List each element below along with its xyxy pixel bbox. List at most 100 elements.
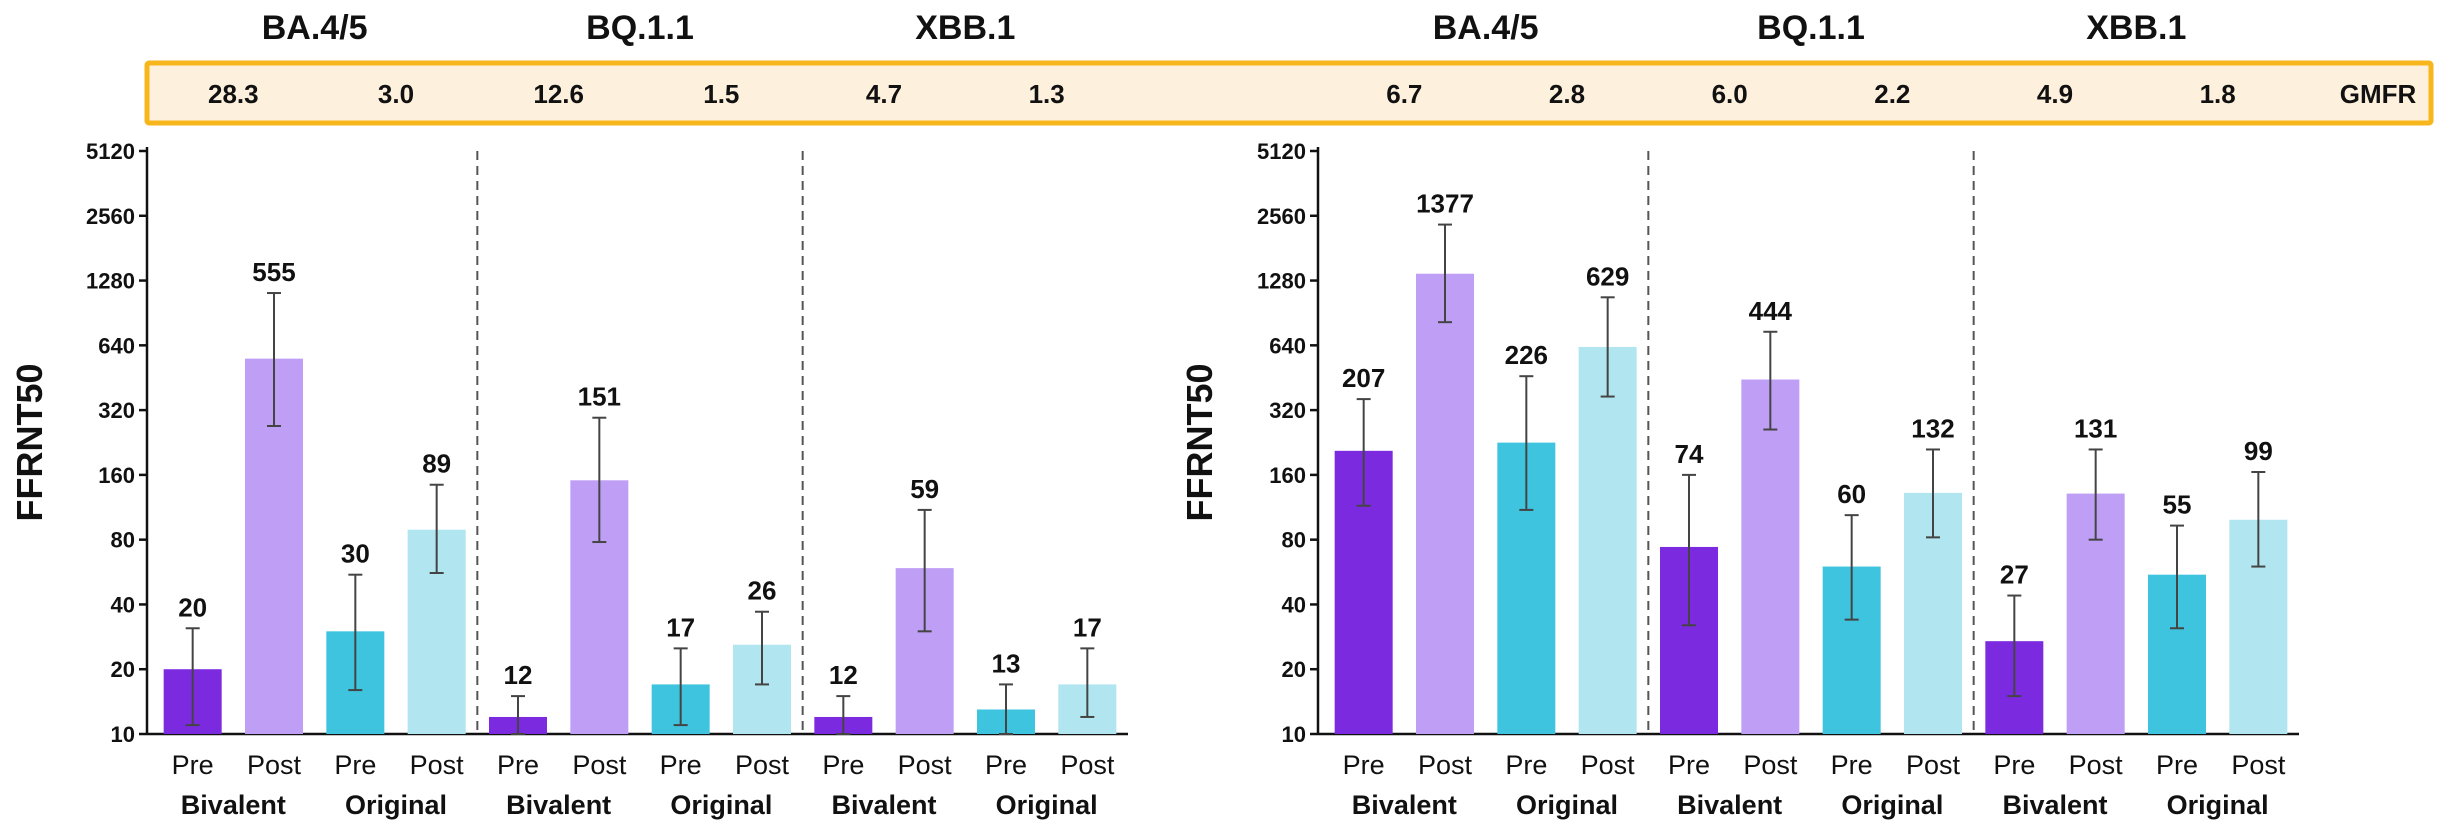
y-tick-label: 10 <box>1282 722 1306 747</box>
gmfr-value: 4.7 <box>866 79 902 109</box>
gmfr-value: 4.9 <box>2037 79 2073 109</box>
x-category-label: Pre <box>1343 750 1385 780</box>
bar-value-label: 27 <box>2000 560 2029 590</box>
x-category-label: Pre <box>822 750 864 780</box>
x-category-label: Pre <box>660 750 702 780</box>
bar-value-label: 132 <box>1911 413 1954 443</box>
bar-value-label: 17 <box>1073 612 1102 642</box>
gmfr-value: 2.2 <box>1874 79 1910 109</box>
gmfr-value: 6.0 <box>1712 79 1748 109</box>
y-tick-label: 320 <box>98 398 135 423</box>
x-category-label: Pre <box>334 750 376 780</box>
y-tick-label: 40 <box>1282 592 1306 617</box>
y-tick-label: 320 <box>1269 398 1306 423</box>
y-tick-label: 5120 <box>1257 139 1306 164</box>
x-category-label: Post <box>1060 750 1115 780</box>
variant-title: XBB.1 <box>915 9 1015 47</box>
bar-value-label: 60 <box>1837 479 1866 509</box>
gmfr-value: 1.8 <box>2200 79 2236 109</box>
x-category-label: Pre <box>2156 750 2198 780</box>
bar-bivalent-post <box>1741 379 1800 734</box>
variant-title: BQ.1.1 <box>586 9 694 47</box>
y-tick-label: 1280 <box>1257 269 1306 294</box>
y-tick-label: 5120 <box>86 139 135 164</box>
y-tick-label: 10 <box>111 722 135 747</box>
x-category-label: Post <box>1743 750 1798 780</box>
x-category-label: Post <box>2069 750 2124 780</box>
x-group-label: Bivalent <box>1677 790 1782 820</box>
x-category-label: Post <box>410 750 465 780</box>
x-group-label: Original <box>2167 790 2269 820</box>
y-tick-label: 20 <box>1282 657 1306 682</box>
y-tick-label: 160 <box>98 463 135 488</box>
x-category-label: Pre <box>497 750 539 780</box>
y-axis-title: FFRNT50 <box>1179 363 1220 521</box>
variant-title: XBB.1 <box>2086 9 2186 47</box>
bar-value-label: 74 <box>1675 439 1704 469</box>
bar-value-label: 89 <box>422 449 451 479</box>
y-tick-label: 1280 <box>86 269 135 294</box>
bar-value-label: 99 <box>2244 436 2273 466</box>
gmfr-label: GMFR <box>2340 79 2417 109</box>
y-tick-label: 2560 <box>86 204 135 229</box>
x-group-label: Bivalent <box>831 790 936 820</box>
y-tick-label: 640 <box>98 333 135 358</box>
gmfr-value: 1.3 <box>1029 79 1065 109</box>
bar-value-label: 555 <box>252 257 295 287</box>
x-category-label: Post <box>735 750 790 780</box>
bar-value-label: 30 <box>341 539 370 569</box>
y-tick-label: 40 <box>111 592 135 617</box>
bar-value-label: 444 <box>1749 296 1793 326</box>
left-chart-panel: 10 20 40 80 160 320 640 1280 2560 5120 FFRNT50 20 Pr… <box>9 139 1128 820</box>
x-category-label: Post <box>1906 750 1961 780</box>
variant-title-row: BA.4/5 BQ.1.1 XBB.1 BA.4/5 BQ.1.1 XBB.1 <box>262 9 2187 47</box>
x-category-label: Pre <box>985 750 1027 780</box>
x-category-label: Post <box>247 750 302 780</box>
gmfr-value: 6.7 <box>1386 79 1422 109</box>
bar-bivalent-post <box>1416 273 1474 734</box>
x-category-label: Post <box>572 750 627 780</box>
bar-value-label: 12 <box>504 660 533 690</box>
x-category-label: Post <box>2231 750 2286 780</box>
variant-title: BA.4/5 <box>262 9 368 47</box>
x-group-label: Original <box>345 790 447 820</box>
y-tick-label: 20 <box>111 657 135 682</box>
x-group-label: Original <box>996 790 1098 820</box>
bar-value-label: 20 <box>178 592 207 622</box>
gmfr-value: 12.6 <box>533 79 584 109</box>
right-chart-panel: 10 20 40 80 160 320 640 1280 2560 5120 FFRNT50 207 P… <box>1179 139 2299 820</box>
gmfr-banner <box>144 60 2434 126</box>
x-category-label: Pre <box>1505 750 1547 780</box>
bar-value-label: 12 <box>829 660 858 690</box>
bar-value-label: 59 <box>910 474 939 504</box>
bar-value-label: 55 <box>2163 490 2192 520</box>
bar-value-label: 131 <box>2074 413 2117 443</box>
y-tick-label: 640 <box>1269 333 1306 358</box>
y-tick-label: 2560 <box>1257 204 1306 229</box>
x-group-label: Bivalent <box>2002 790 2107 820</box>
variant-title: BA.4/5 <box>1433 9 1539 47</box>
gmfr-values-row: 28.3 3.0 12.6 1.5 4.7 1.3 6.7 2.8 6.0 2.2 4.9 1.8 <box>208 79 2236 109</box>
bar-value-label: 1377 <box>1416 189 1474 219</box>
x-group-label: Bivalent <box>1352 790 1457 820</box>
gmfr-value: 2.8 <box>1549 79 1585 109</box>
x-category-label: Pre <box>172 750 214 780</box>
bar-value-label: 629 <box>1586 261 1629 291</box>
bar-value-label: 151 <box>578 382 621 412</box>
x-category-label: Post <box>1581 750 1636 780</box>
x-group-label: Original <box>1516 790 1618 820</box>
bar-value-label: 17 <box>666 612 695 642</box>
x-category-label: Pre <box>1668 750 1710 780</box>
x-category-label: Post <box>898 750 953 780</box>
y-tick-label: 80 <box>1282 528 1306 553</box>
bar-value-label: 13 <box>992 648 1021 678</box>
bar-value-label: 207 <box>1342 363 1385 393</box>
y-axis-title: FFRNT50 <box>9 363 50 521</box>
x-group-label: Bivalent <box>506 790 611 820</box>
gmfr-value: 3.0 <box>378 79 414 109</box>
x-category-label: Pre <box>1993 750 2035 780</box>
y-tick-label: 160 <box>1269 463 1306 488</box>
bar-original-post <box>1578 346 1637 734</box>
x-group-label: Original <box>670 790 772 820</box>
